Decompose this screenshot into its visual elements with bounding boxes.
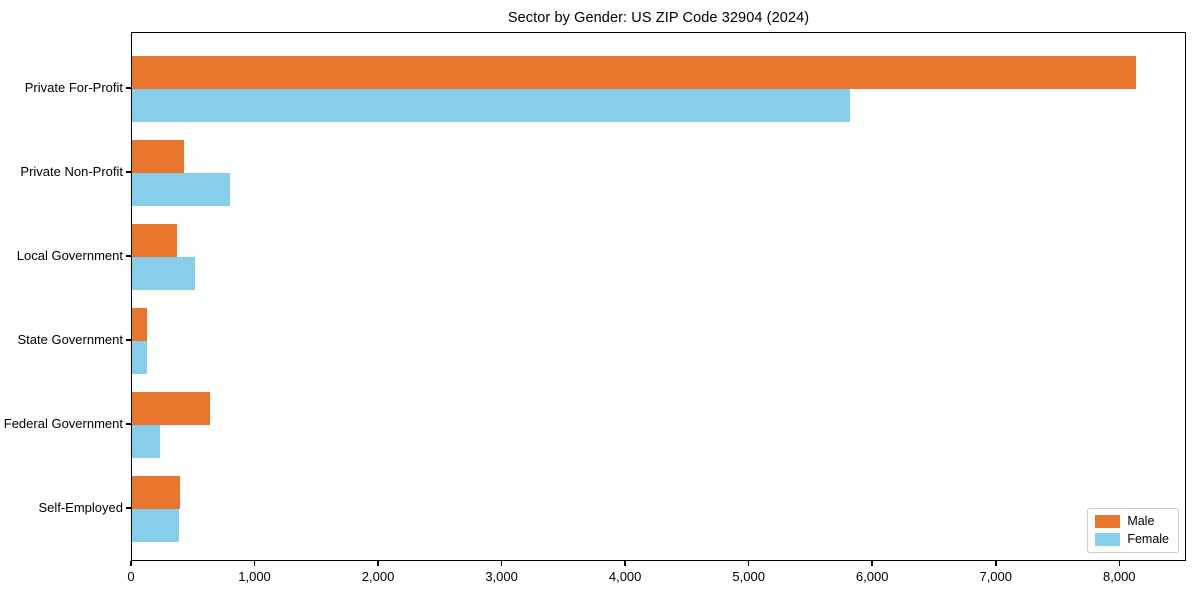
bar-male-self-employed — [132, 476, 181, 509]
x-tick-mark-3000 — [500, 561, 503, 566]
y-tick-mark-federal-government — [126, 423, 131, 425]
bar-female-local-government — [132, 257, 195, 290]
bar-female-private-non-profit — [132, 173, 231, 206]
x-tick-label-7000: 7,000 — [979, 569, 1013, 584]
y-tick-label-local-government: Local Government — [16, 248, 123, 263]
chart-title: Sector by Gender: US ZIP Code 32904 (202… — [507, 10, 810, 26]
legend-label-female: Female — [1127, 532, 1169, 546]
bar-male-local-government — [132, 224, 178, 257]
bar-female-state-government — [132, 341, 148, 374]
bar-male-state-government — [132, 308, 147, 341]
y-tick-label-private-non-profit: Private Non-Profit — [20, 164, 123, 179]
y-tick-mark-self-employed — [126, 507, 131, 509]
x-tick-label-1000: 1,000 — [238, 569, 271, 584]
x-tick-mark-6000 — [871, 561, 873, 566]
legend-item-female: Female — [1095, 533, 1169, 546]
legend: Male Female — [1087, 508, 1179, 553]
x-tick-label-8000: 8,000 — [1103, 569, 1136, 584]
x-tick-label-2000: 2,000 — [361, 569, 395, 584]
legend-swatch-female — [1095, 533, 1121, 546]
y-tick-mark-private-for-profit — [126, 87, 131, 89]
x-tick-label-3000: 3,000 — [485, 569, 518, 584]
bar-female-self-employed — [132, 509, 179, 542]
bar-male-federal-government — [132, 392, 210, 425]
y-tick-mark-private-non-profit — [126, 171, 131, 173]
legend-swatch-male — [1095, 515, 1121, 528]
bar-female-private-for-profit — [132, 89, 850, 122]
y-tick-label-state-government: State Government — [17, 332, 124, 347]
y-tick-mark-state-government — [126, 339, 131, 341]
legend-item-male: Male — [1095, 515, 1169, 528]
x-tick-mark-5000 — [747, 561, 750, 566]
bar-male-private-for-profit — [132, 56, 1137, 89]
x-tick-mark-2000 — [377, 561, 379, 566]
x-tick-label-6000: 6,000 — [855, 569, 889, 584]
y-tick-label-self-employed: Self-Employed — [38, 500, 123, 515]
x-tick-mark-7000 — [995, 561, 997, 566]
y-tick-mark-local-government — [126, 255, 131, 257]
x-tick-mark-0 — [130, 561, 132, 566]
x-tick-mark-8000 — [1118, 561, 1121, 566]
x-tick-label-4000: 4,000 — [608, 569, 642, 584]
bar-male-private-non-profit — [132, 140, 184, 173]
x-tick-mark-1000 — [253, 561, 256, 566]
y-tick-label-federal-government: Federal Government — [3, 416, 123, 431]
plot-area: Male Female — [131, 32, 1186, 561]
x-tick-mark-4000 — [624, 561, 626, 566]
x-tick-label-5000: 5,000 — [732, 569, 765, 584]
bar-female-federal-government — [132, 425, 161, 458]
x-tick-label-0: 0 — [127, 569, 135, 584]
legend-label-male: Male — [1127, 514, 1155, 528]
y-tick-label-private-for-profit: Private For-Profit — [24, 80, 123, 95]
